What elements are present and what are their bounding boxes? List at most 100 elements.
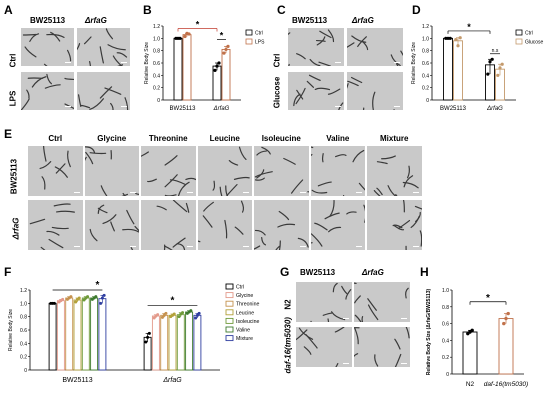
worm <box>310 153 312 157</box>
data-point <box>172 312 176 316</box>
worm <box>278 240 281 250</box>
worm <box>225 184 238 196</box>
worm <box>345 211 357 215</box>
worm <box>373 190 381 196</box>
micrograph <box>254 146 309 196</box>
legend-swatch <box>245 29 253 36</box>
x-category-label: BW25113 <box>170 106 197 112</box>
chart-d: 0 0.2 0.4 0.6 0.8 1.0 1.2 Relative Body Size BW2… <box>411 22 544 112</box>
worms-image <box>84 146 139 196</box>
worm <box>324 212 340 220</box>
panel-g-row-label: daf-16(tm5030) <box>283 317 293 374</box>
data-point <box>222 51 226 55</box>
data-point <box>448 36 452 40</box>
micrograph <box>84 146 139 196</box>
y-tick-label: 0.8 <box>20 315 27 321</box>
worm <box>39 161 52 170</box>
worm <box>254 171 273 178</box>
worm <box>310 233 322 247</box>
worm <box>376 187 383 196</box>
worm <box>254 177 265 181</box>
bar <box>48 302 57 371</box>
data-point <box>61 297 65 301</box>
worm <box>313 222 328 231</box>
worm <box>44 84 61 89</box>
worms-image <box>197 200 244 243</box>
data-point <box>458 36 462 40</box>
worms-image <box>347 76 395 110</box>
worm <box>80 104 91 109</box>
worm <box>390 54 401 66</box>
y-tick-label: 0.4 <box>20 341 27 347</box>
worm <box>402 200 405 213</box>
micrograph <box>310 200 365 250</box>
worm <box>41 176 46 190</box>
data-point <box>160 315 164 319</box>
worm <box>172 200 188 213</box>
worm <box>310 146 313 149</box>
data-point <box>156 313 160 317</box>
worm <box>358 182 365 192</box>
worm <box>405 287 409 299</box>
worm <box>317 181 332 187</box>
worm <box>327 88 341 95</box>
worm <box>197 240 200 243</box>
y-tick-label: 0.6 <box>442 322 449 328</box>
worm <box>48 238 64 249</box>
significance-star: * <box>196 19 200 29</box>
worm <box>351 149 364 163</box>
x-category-label: BW25113 <box>62 377 92 384</box>
worms-image <box>29 203 75 250</box>
y-axis-label: Relative Body Size <box>411 42 417 84</box>
worm <box>278 210 290 221</box>
worms-image <box>310 200 365 247</box>
worm <box>376 161 388 165</box>
worms-image <box>354 327 410 367</box>
worm <box>22 33 37 36</box>
worms-image <box>392 200 422 250</box>
data-point <box>52 301 56 305</box>
worm <box>164 194 177 196</box>
y-tick-label: 0.2 <box>442 355 449 361</box>
significance-star: * <box>486 293 490 304</box>
worm <box>311 189 327 194</box>
legend-label: Glycine <box>236 293 253 299</box>
bar <box>160 314 169 371</box>
worm <box>29 218 46 225</box>
worm <box>335 363 339 367</box>
worms-image <box>211 146 250 196</box>
worm <box>130 247 133 250</box>
worm <box>169 179 186 185</box>
panel-e-col-label: Threonine <box>148 134 188 143</box>
data-point <box>470 328 474 333</box>
worm <box>172 237 186 248</box>
bar <box>81 297 90 371</box>
legend-swatch <box>225 300 234 307</box>
worm <box>238 146 247 161</box>
worm <box>125 209 134 225</box>
worms-image <box>354 282 409 322</box>
legend-swatch <box>225 326 234 333</box>
worm <box>185 177 196 181</box>
legend-label: LPS <box>255 40 265 46</box>
worm <box>240 200 244 213</box>
worms-image <box>347 35 403 66</box>
worm <box>141 151 149 157</box>
worm <box>361 316 364 322</box>
panel-letter-h: H <box>420 265 429 279</box>
worm <box>327 226 341 233</box>
panel-e-row-label: ΔrfaG <box>11 217 21 240</box>
worm <box>101 214 116 225</box>
worm <box>53 203 71 207</box>
y-tick-label: 0.2 <box>422 86 429 92</box>
worm <box>105 28 114 40</box>
chart-f: 0 0.2 0.4 0.6 0.8 1.0 1.2 Relative Body Size BW2… <box>8 280 259 384</box>
data-point <box>504 316 508 321</box>
worm <box>351 35 367 43</box>
data-point <box>99 301 103 305</box>
data-point <box>194 316 198 320</box>
worm <box>350 76 363 84</box>
worm <box>354 295 361 304</box>
data-point <box>102 293 106 297</box>
panel-e-col-label: Glycine <box>97 134 127 143</box>
